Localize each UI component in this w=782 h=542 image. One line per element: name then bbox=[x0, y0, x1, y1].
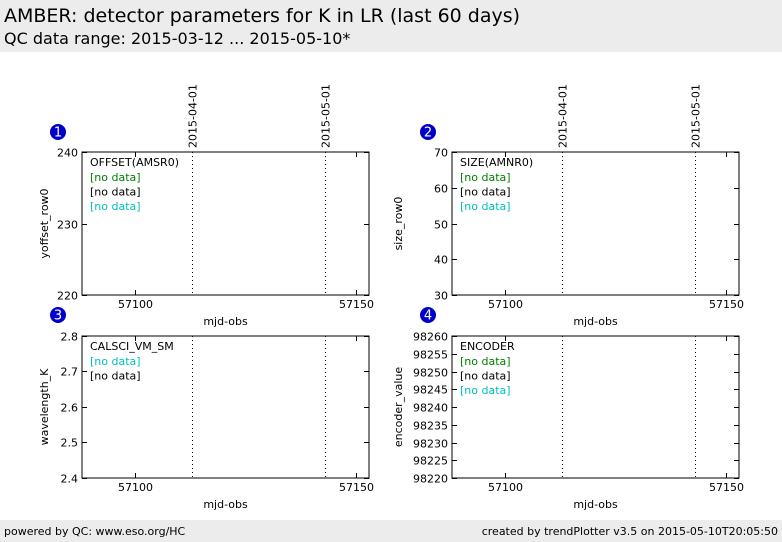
chart-2-date-marker-label: 2015-04-01 bbox=[557, 84, 570, 148]
chart-1-date-marker-label: 2015-04-01 bbox=[187, 84, 200, 148]
chart-1-x-tick-label: 57100 bbox=[118, 298, 153, 311]
chart-4-y-tick-label: 98225 bbox=[413, 455, 448, 468]
chart-2-plot-area bbox=[451, 151, 740, 296]
chart-1-x-tick-label: 57150 bbox=[339, 298, 374, 311]
chart-3-legend-entry: [no data] bbox=[90, 355, 141, 368]
chart-4-title: ENCODER bbox=[460, 340, 515, 353]
chart-3-badge-label: 3 bbox=[54, 309, 62, 324]
chart-4-legend-entry: [no data] bbox=[460, 384, 511, 397]
chart-1-y-tick-label: 230 bbox=[57, 219, 78, 232]
chart-4-legend-entry: [no data] bbox=[460, 370, 511, 383]
chart-2-y-tick-label: 70 bbox=[434, 147, 448, 160]
chart-4-y-tick-label: 98250 bbox=[413, 367, 448, 380]
chart-1-badge-label: 1 bbox=[54, 126, 62, 141]
chart-3-x-axis-label: mjd-obs bbox=[203, 498, 248, 511]
chart-2-y-tick-label: 30 bbox=[434, 290, 448, 303]
chart-3-legend-entry: [no data] bbox=[90, 370, 141, 383]
chart-1-badge bbox=[50, 124, 66, 140]
chart-4-y-axis-label: encoder_value bbox=[392, 367, 405, 448]
chart-4-badge bbox=[420, 307, 436, 323]
chart-1-legend-entry: [no data] bbox=[90, 171, 141, 184]
chart-4-legend-entry: [no data] bbox=[460, 355, 511, 368]
chart-4-x-axis-label: mjd-obs bbox=[573, 498, 618, 511]
chart-2-badge-label: 2 bbox=[424, 126, 432, 141]
page-subtitle: QC data range: 2015-03-12 ... 2015-05-10… bbox=[4, 29, 351, 48]
chart-2-legend-entry: [no data] bbox=[460, 186, 511, 199]
chart-4-y-tick-label: 98235 bbox=[413, 420, 448, 433]
chart-4-y-tick-label: 98240 bbox=[413, 402, 448, 415]
chart-4-y-tick-label: 98260 bbox=[413, 331, 448, 344]
footer-created-by: created by trendPlotter v3.5 on 2015-05-… bbox=[481, 525, 778, 538]
chart-1-legend-entry: [no data] bbox=[90, 200, 141, 213]
chart-4-y-tick-label: 98255 bbox=[413, 349, 448, 362]
chart-3-x-tick-label: 57100 bbox=[118, 481, 153, 494]
chart-3-y-tick-label: 2.4 bbox=[61, 473, 79, 486]
chart-2-x-tick-label: 57150 bbox=[709, 298, 744, 311]
chart-2-x-axis-label: mjd-obs bbox=[573, 315, 618, 328]
chart-3-title: CALSCI_VM_SM bbox=[90, 340, 174, 353]
chart-2-badge bbox=[420, 124, 436, 140]
chart-3-badge bbox=[50, 307, 66, 323]
chart-2-y-axis-label: size_row0 bbox=[392, 197, 405, 251]
chart-4-plot-area bbox=[451, 335, 740, 479]
chart-4-y-tick-label: 98245 bbox=[413, 384, 448, 397]
chart-4-y-tick-label: 98220 bbox=[413, 473, 448, 486]
chart-3-y-tick-label: 2.5 bbox=[61, 437, 79, 450]
chart-3-y-axis-label: wavelength_K bbox=[38, 368, 51, 446]
chart-1-title: OFFSET(AMSR0) bbox=[90, 156, 179, 169]
chart-4-x-tick-label: 57100 bbox=[488, 481, 523, 494]
chart-1-x-axis-label: mjd-obs bbox=[203, 315, 248, 328]
footer-bar: powered by QC: www.eso.org/HC created by… bbox=[0, 520, 782, 542]
chart-3-y-tick-label: 2.6 bbox=[61, 402, 79, 415]
chart-1-y-tick-label: 240 bbox=[57, 147, 78, 160]
chart-2-y-tick-label: 40 bbox=[434, 254, 448, 267]
chart-3-plot-area bbox=[81, 335, 370, 479]
chart-1-y-axis-label: yoffset_row0 bbox=[38, 188, 51, 258]
chart-2-y-tick-label: 60 bbox=[434, 183, 448, 196]
chart-2-date-marker-label: 2015-05-01 bbox=[690, 84, 703, 148]
page-title: AMBER: detector parameters for K in LR (… bbox=[4, 5, 521, 27]
chart-2-legend-entry: [no data] bbox=[460, 171, 511, 184]
chart-1-plot-area bbox=[81, 151, 370, 296]
chart-3-y-tick-label: 2.8 bbox=[61, 331, 79, 344]
chart-2-x-tick-label: 57100 bbox=[488, 298, 523, 311]
footer-powered-by: powered by QC: www.eso.org/HC bbox=[4, 525, 186, 538]
chart-4-y-tick-label: 98230 bbox=[413, 438, 448, 451]
chart-3-x-tick-label: 57150 bbox=[339, 481, 374, 494]
chart-4-x-tick-label: 57150 bbox=[709, 481, 744, 494]
chart-2-title: SIZE(AMNR0) bbox=[460, 156, 533, 169]
chart-3-y-tick-label: 2.7 bbox=[61, 366, 79, 379]
chart-4-badge-label: 4 bbox=[424, 309, 432, 324]
header-bar: AMBER: detector parameters for K in LR (… bbox=[0, 0, 782, 52]
chart-2-legend-entry: [no data] bbox=[460, 200, 511, 213]
chart-1-legend-entry: [no data] bbox=[90, 186, 141, 199]
chart-1-y-tick-label: 220 bbox=[57, 290, 78, 303]
chart-2-y-tick-label: 50 bbox=[434, 219, 448, 232]
chart-1-date-marker-label: 2015-05-01 bbox=[320, 84, 333, 148]
